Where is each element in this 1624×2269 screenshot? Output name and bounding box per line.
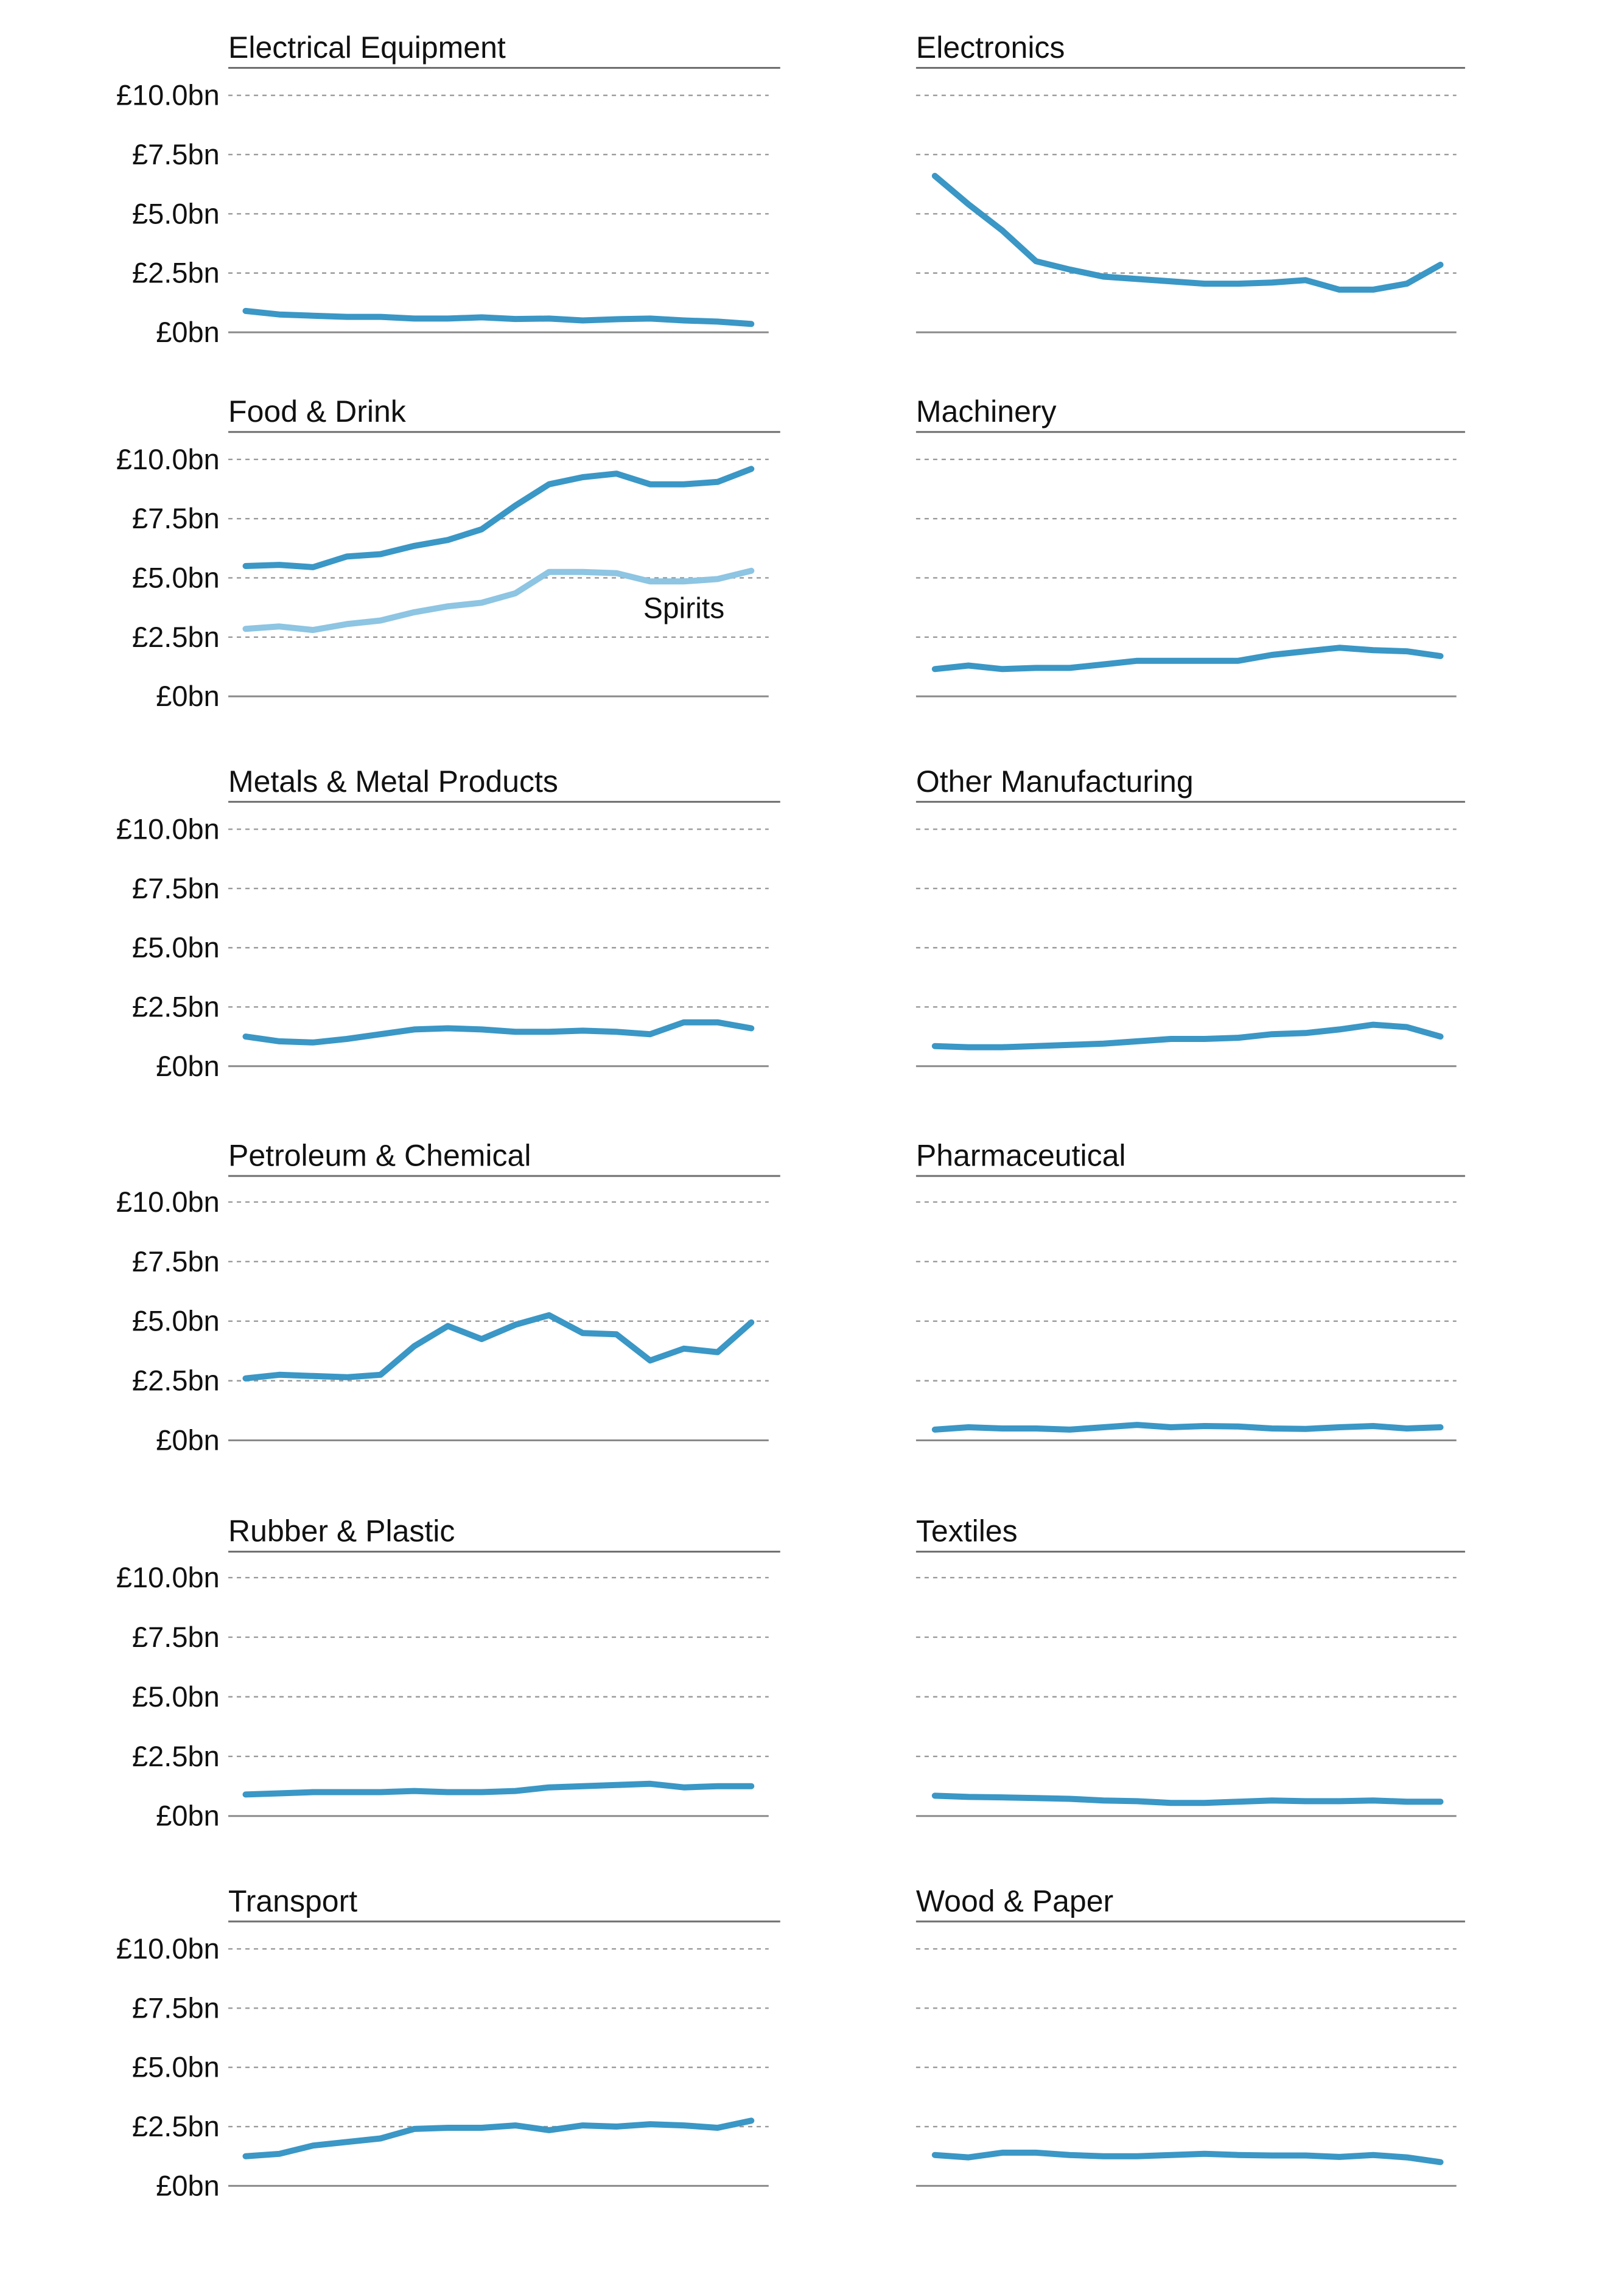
series-line <box>931 1422 1444 1433</box>
y-tick-label: £5.0bn <box>132 197 220 229</box>
panel-title: Wood & Paper <box>916 1884 1113 1918</box>
y-tick-label: £0bn <box>156 2169 220 2201</box>
series-line <box>242 1019 755 1046</box>
series-line <box>242 2117 755 2159</box>
panel-textiles: Textiles <box>915 1514 1465 1817</box>
series-line <box>931 173 1444 293</box>
panel-other-manufacturing: Other Manufacturing <box>915 764 1465 1068</box>
y-tick-label: £2.5bn <box>132 1365 220 1397</box>
y-tick-label: £10.0bn <box>116 1186 220 1218</box>
y-tick-label: £5.0bn <box>132 1680 220 1713</box>
y-tick-label: £2.5bn <box>132 257 220 289</box>
panel-rubber-and-plastic: Rubber & Plastic £0bn £2.5bn £5.0bn £7.5bn £1… <box>116 1514 780 1832</box>
panel-title: Electronics <box>916 30 1065 65</box>
series-annotation: Spirits <box>643 592 724 624</box>
panel-electronics: Electronics <box>915 30 1465 334</box>
panel-title: Other Manufacturing <box>916 764 1194 799</box>
y-tick-label: £2.5bn <box>132 990 220 1023</box>
y-tick-label: £10.0bn <box>116 1561 220 1593</box>
panel-machinery: Machinery <box>915 394 1465 697</box>
panel-title: Machinery <box>916 394 1057 428</box>
y-tick-label: £10.0bn <box>116 79 220 111</box>
series-line <box>931 1792 1444 1806</box>
y-tick-label: £5.0bn <box>132 931 220 963</box>
y-tick-label: £0bn <box>156 1050 220 1082</box>
panel-pharmaceutical: Pharmaceutical <box>915 1139 1465 1442</box>
y-tick-label: £7.5bn <box>132 1245 220 1278</box>
series-line <box>242 1312 755 1382</box>
panel-wood-and-paper: Wood & Paper <box>915 1884 1465 2187</box>
y-tick-label: £7.5bn <box>132 1621 220 1653</box>
y-tick-label: £10.0bn <box>116 1932 220 1965</box>
series-line <box>242 466 755 570</box>
y-tick-label: £2.5bn <box>132 2110 220 2142</box>
y-tick-label: £0bn <box>156 1424 220 1456</box>
panel-title: Metals & Metal Products <box>228 764 558 799</box>
series-line <box>931 2149 1444 2166</box>
panel-title: Rubber & Plastic <box>228 1514 455 1548</box>
panel-transport: Transport £0bn £2.5bn £5.0bn £7.5bn £10.0bn <box>116 1884 780 2201</box>
panel-title: Petroleum & Chemical <box>228 1139 531 1173</box>
y-tick-label: £7.5bn <box>132 1991 220 2024</box>
y-tick-label: £5.0bn <box>132 561 220 593</box>
panel-petroleum-and-chemical: Petroleum & Chemical £0bn £2.5bn £5.0bn £7.5… <box>116 1139 780 1456</box>
panel-title: Pharmaceutical <box>916 1139 1126 1173</box>
y-tick-label: £10.0bn <box>116 443 220 475</box>
y-tick-label: £2.5bn <box>132 1740 220 1772</box>
y-tick-label: £5.0bn <box>132 2051 220 2083</box>
y-tick-label: £5.0bn <box>132 1305 220 1337</box>
series-line <box>242 307 755 327</box>
series-line-spirits <box>242 567 755 634</box>
y-tick-label: £7.5bn <box>132 502 220 534</box>
panel-title: Food & Drink <box>228 394 407 428</box>
y-tick-label: £0bn <box>156 1800 220 1832</box>
panel-metals-and-metal-products: Metals & Metal Products £0bn £2.5bn £5.0bn £… <box>116 764 780 1082</box>
panel-title: Electrical Equipment <box>228 30 506 65</box>
panel-food-and-drink: Food & Drink £0bn £2.5bn £5.0bn £7.5bn £10.0b… <box>116 394 780 712</box>
panel-electrical-equipment: Electrical Equipment £0bn £2.5bn £5.0bn £7.5… <box>116 30 780 348</box>
y-tick-label: £7.5bn <box>132 138 220 170</box>
series-line <box>242 1780 755 1798</box>
y-tick-label: £0bn <box>156 316 220 348</box>
series-line <box>931 1021 1444 1051</box>
y-tick-label: £10.0bn <box>116 813 220 845</box>
panel-title: Transport <box>228 1884 357 1918</box>
y-tick-label: £2.5bn <box>132 621 220 653</box>
y-tick-label: £0bn <box>156 680 220 712</box>
panel-title: Textiles <box>916 1514 1018 1548</box>
y-tick-label: £7.5bn <box>132 872 220 904</box>
series-line <box>931 645 1444 673</box>
